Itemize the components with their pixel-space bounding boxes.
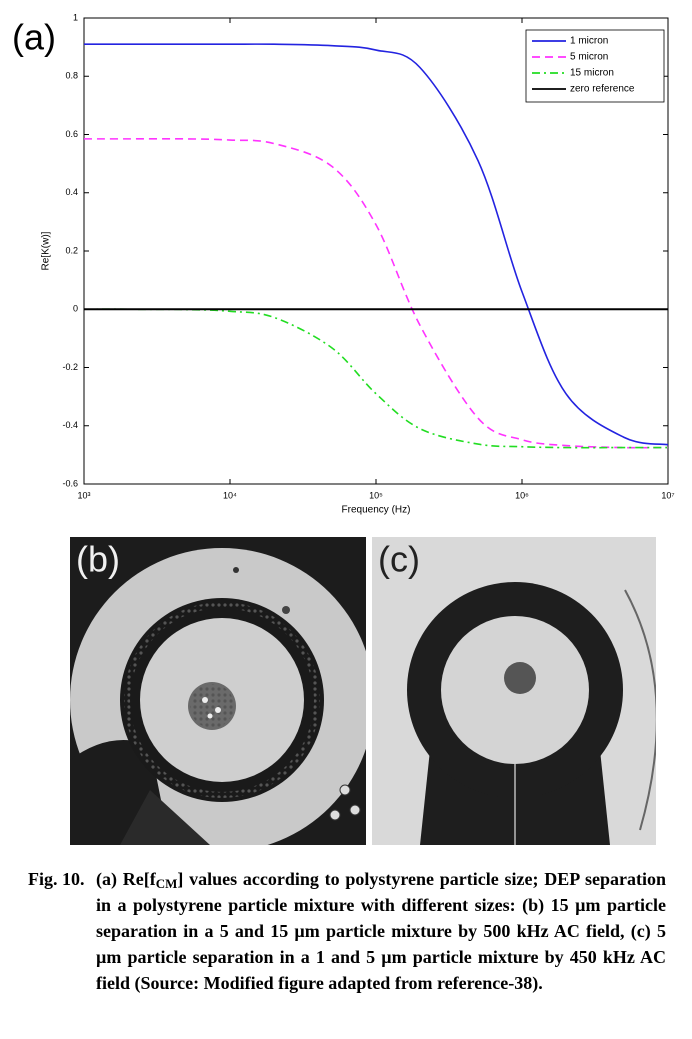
x-tick-label: 10⁵ — [369, 490, 383, 500]
legend-label: 1 micron — [570, 36, 608, 47]
series-line — [84, 137, 669, 449]
legend-box — [525, 29, 665, 103]
x-axis-label: Frequency (Hz) — [342, 505, 411, 516]
panel-label: (b) — [76, 539, 120, 580]
y-tick-label: -0.4 — [62, 420, 78, 430]
micrograph-c: (c) — [372, 537, 656, 845]
x-tick-label: 10⁶ — [515, 490, 529, 500]
y-tick-label: 1 — [73, 12, 78, 22]
y-tick-label: -0.2 — [62, 362, 78, 372]
micrographs: (b) (c) — [70, 537, 656, 845]
y-tick-label: 0.2 — [65, 245, 78, 255]
y-tick-label: 0.4 — [65, 187, 78, 197]
micrograph-b: (b) — [70, 537, 366, 845]
panel-label: (c) — [378, 539, 420, 580]
series-line — [84, 43, 669, 446]
x-tick-label: 10⁴ — [223, 490, 237, 500]
y-tick-label: -0.6 — [62, 478, 78, 488]
caption-text: (a) Re[fCM] values according to polystyr… — [96, 866, 666, 996]
caption-part: (a) Re[f — [96, 869, 156, 889]
y-tick-label: 0.8 — [65, 71, 78, 81]
legend-label: 5 micron — [570, 52, 608, 63]
figure-caption: Fig. 10. (a) Re[fCM] values according to… — [28, 866, 666, 996]
legend-label: 15 micron — [570, 68, 614, 79]
y-tick-label: 0.6 — [65, 129, 78, 139]
chart: (a) Frequency (Hz) Re[K(w)] -0.6 -0.4 -0.2… — [12, 12, 675, 516]
legend: 1 micron 5 micron 15 micron zero reference — [525, 29, 665, 103]
caption-label: Fig. 10. — [28, 869, 85, 889]
x-tick-label: 10⁷ — [661, 490, 674, 500]
caption-part: ] values according to polystyrene partic… — [96, 869, 666, 993]
y-tick-label: 0 — [73, 304, 78, 314]
panel-label: (a) — [12, 17, 56, 58]
caption-subscript: CM — [155, 876, 178, 891]
y-axis-label: Re[K(w)] — [41, 231, 52, 270]
legend-label: zero reference — [570, 84, 635, 95]
x-tick-label: 10³ — [77, 490, 90, 500]
